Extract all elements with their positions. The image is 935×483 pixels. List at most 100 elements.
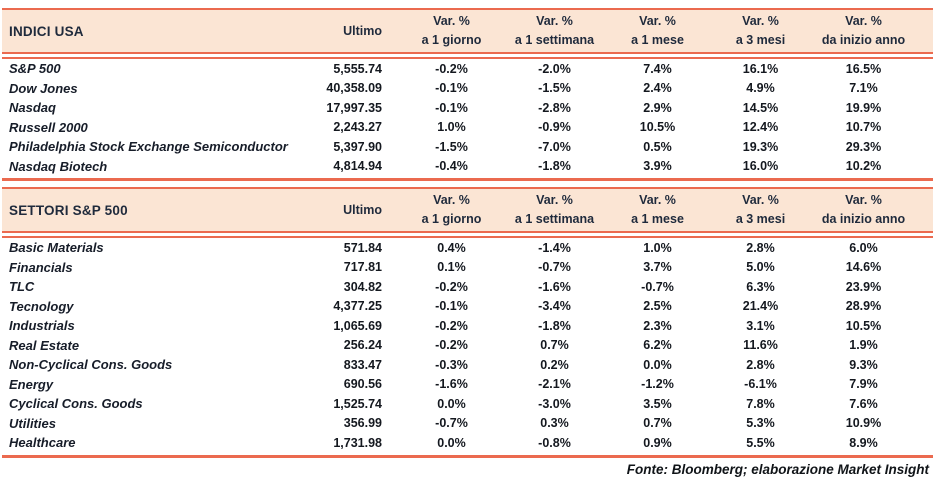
row-label: Nasdaq — [9, 100, 56, 116]
table-row-philadelphia-semiconductor: Philadelphia Stock Exchange Semiconducto… — [2, 137, 933, 157]
var-3m-value: 14.5% — [742, 100, 779, 115]
var-ytd-value: 7.1% — [849, 81, 878, 96]
var-period-1w: a 1 settimana — [514, 33, 595, 47]
table-row-cyclical-cons-goods: Cyclical Cons. Goods 1,525.74 0.0% -3.0%… — [2, 394, 933, 414]
var-1d-value: 0.0% — [437, 435, 466, 450]
var-3m-value: 5.3% — [746, 416, 775, 431]
header-divider-line — [2, 57, 933, 59]
var-ytd-value: 10.9% — [845, 416, 882, 431]
ultimo-value: 304.82 — [343, 279, 382, 294]
var-3m-value: 5.5% — [746, 435, 775, 450]
table-row-utilities: Utilities 356.99 -0.7% 0.3% 0.7% 5.3% 10… — [2, 414, 933, 434]
var-period-3m: a 3 mesi — [735, 212, 786, 226]
row-label: Industrials — [9, 318, 75, 334]
table-row-nasdaq-biotech: Nasdaq Biotech 4,814.94 -0.4% -1.8% 3.9%… — [2, 157, 933, 177]
header-divider-gap — [2, 54, 933, 57]
var-1d-value: -1.6% — [435, 377, 468, 392]
var-1m-value: 0.7% — [643, 416, 672, 431]
indici-usa-table: INDICI USA Ultimo Var. % a 1 giorno Var.… — [2, 8, 933, 181]
header-divider-gap — [2, 233, 933, 236]
table-row-russell-2000: Russell 2000 2,243.27 1.0% -0.9% 10.5% 1… — [2, 118, 933, 138]
var-3m-value: 5.0% — [746, 260, 775, 275]
table-row-dow-jones: Dow Jones 40,358.09 -0.1% -1.5% 2.4% 4.9… — [2, 79, 933, 99]
var-1w-value: -2.0% — [538, 61, 571, 76]
ultimo-value: 5,397.90 — [333, 139, 382, 154]
var-ytd-value: 14.6% — [845, 260, 882, 275]
ultimo-value: 690.56 — [343, 377, 382, 392]
var-period-ytd: da inizio anno — [821, 212, 906, 226]
var-3m-value: 16.0% — [742, 159, 779, 174]
var-1d-value: -0.2% — [435, 61, 468, 76]
var-1m-value: 0.9% — [643, 435, 672, 450]
var-1d-value: -0.3% — [435, 357, 468, 372]
row-label: Financials — [9, 259, 73, 275]
var-label: Var. % — [433, 193, 470, 208]
var-1d-value: -0.7% — [435, 416, 468, 431]
var-label: Var. % — [639, 193, 676, 208]
var-1m-value: 0.0% — [643, 357, 672, 372]
table-row-nasdaq: Nasdaq 17,997.35 -0.1% -2.8% 2.9% 14.5% … — [2, 98, 933, 118]
column-header-var-1d: Var. % a 1 giorno — [400, 191, 503, 229]
row-label: Healthcare — [9, 435, 76, 451]
var-1w-value: -3.0% — [538, 396, 571, 411]
ultimo-value: 571.84 — [343, 240, 382, 255]
var-1m-value: 7.4% — [643, 61, 672, 76]
var-1d-value: -0.1% — [435, 299, 468, 314]
row-label: Utilities — [9, 415, 56, 431]
table-row-healthcare: Healthcare 1,731.98 0.0% -0.8% 0.9% 5.5%… — [2, 433, 933, 453]
table-row-energy: Energy 690.56 -1.6% -2.1% -1.2% -6.1% 7.… — [2, 375, 933, 395]
row-label: Tecnology — [9, 298, 74, 314]
var-1d-value: -0.2% — [435, 318, 468, 333]
ultimo-value: 40,358.09 — [326, 81, 382, 96]
var-1m-value: 3.5% — [643, 396, 672, 411]
ultimo-value: 356.99 — [343, 416, 382, 431]
var-3m-value: -6.1% — [744, 377, 777, 392]
var-1m-value: 0.5% — [643, 139, 672, 154]
var-1w-value: -0.7% — [538, 260, 571, 275]
row-label: Basic Materials — [9, 240, 104, 256]
var-1w-value: 0.3% — [540, 416, 569, 431]
column-header-var-1w: Var. % a 1 settimana — [503, 191, 606, 229]
column-header-var-3m: Var. % a 3 mesi — [709, 12, 812, 50]
var-period-1d: a 1 giorno — [421, 212, 482, 226]
ultimo-value: 833.47 — [343, 357, 382, 372]
table-title-indici-usa: INDICI USA — [9, 23, 84, 39]
var-1w-value: -1.4% — [538, 240, 571, 255]
row-label: Nasdaq Biotech — [9, 158, 108, 174]
var-3m-value: 21.4% — [742, 299, 779, 314]
var-ytd-value: 10.5% — [845, 318, 882, 333]
column-header-var-3m: Var. % a 3 mesi — [709, 191, 812, 229]
var-1w-value: -2.1% — [538, 377, 571, 392]
table-row-basic-materials: Basic Materials 571.84 0.4% -1.4% 1.0% 2… — [2, 238, 933, 258]
var-1m-value: 3.7% — [643, 260, 672, 275]
var-1d-value: -0.2% — [435, 338, 468, 353]
var-ytd-value: 9.3% — [849, 357, 878, 372]
source-note: Fonte: Bloomberg; elaborazione Market In… — [626, 461, 929, 477]
var-1w-value: -0.8% — [538, 435, 571, 450]
var-1m-value: 3.9% — [643, 159, 672, 174]
row-label: Dow Jones — [9, 80, 78, 96]
var-1m-value: 6.2% — [643, 338, 672, 353]
var-3m-value: 6.3% — [746, 279, 775, 294]
ultimo-value: 1,525.74 — [333, 396, 382, 411]
table-row-non-cyclical-cons-goods: Non-Cyclical Cons. Goods 833.47 -0.3% 0.… — [2, 355, 933, 375]
var-3m-value: 3.1% — [746, 318, 775, 333]
var-3m-value: 12.4% — [742, 120, 779, 135]
var-3m-value: 2.8% — [746, 240, 775, 255]
var-label: Var. % — [433, 14, 470, 29]
column-header-var-ytd: Var. % da inizio anno — [812, 12, 915, 50]
row-label: Cyclical Cons. Goods — [9, 396, 143, 412]
var-1w-value: -1.8% — [538, 318, 571, 333]
table-row-financials: Financials 717.81 0.1% -0.7% 3.7% 5.0% 1… — [2, 258, 933, 278]
ultimo-value: 717.81 — [343, 260, 382, 275]
var-label: Var. % — [639, 14, 676, 29]
table-row-tecnology: Tecnology 4,377.25 -0.1% -3.4% 2.5% 21.4… — [2, 297, 933, 317]
var-period-1w: a 1 settimana — [514, 212, 595, 226]
var-1w-value: -1.8% — [538, 159, 571, 174]
var-label: Var. % — [536, 193, 573, 208]
var-1w-value: -0.9% — [538, 120, 571, 135]
var-3m-value: 16.1% — [742, 61, 779, 76]
column-header-var-1m: Var. % a 1 mese — [606, 12, 709, 50]
var-1m-value: 1.0% — [643, 240, 672, 255]
